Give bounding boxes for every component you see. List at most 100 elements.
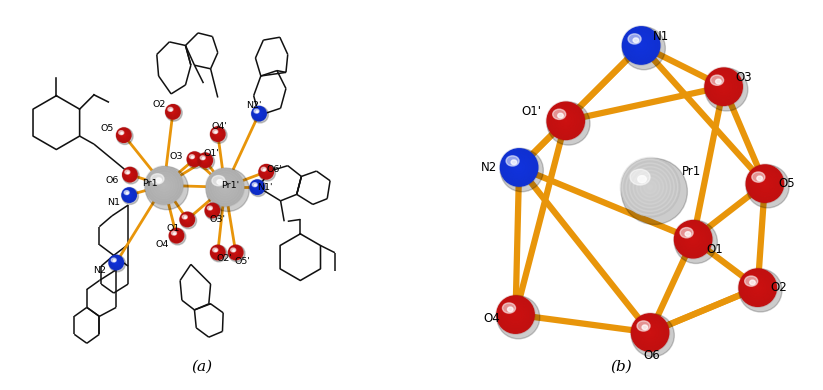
Ellipse shape [497, 296, 540, 339]
Ellipse shape [254, 109, 259, 113]
Ellipse shape [252, 183, 258, 187]
Ellipse shape [685, 232, 690, 236]
Ellipse shape [198, 153, 212, 167]
Ellipse shape [637, 321, 650, 331]
Ellipse shape [168, 107, 173, 111]
Text: O4: O4 [484, 312, 500, 324]
Ellipse shape [165, 105, 182, 121]
Ellipse shape [252, 106, 266, 121]
Ellipse shape [146, 167, 183, 204]
Ellipse shape [745, 276, 758, 286]
Ellipse shape [207, 206, 212, 210]
Ellipse shape [621, 158, 687, 225]
Text: O4': O4' [212, 122, 227, 131]
Ellipse shape [631, 314, 674, 357]
Text: O5: O5 [101, 124, 114, 133]
Ellipse shape [254, 184, 256, 186]
Ellipse shape [117, 128, 131, 142]
Text: O6: O6 [644, 349, 660, 362]
Ellipse shape [500, 149, 543, 192]
Ellipse shape [675, 221, 712, 258]
Text: O5: O5 [778, 177, 795, 190]
Ellipse shape [230, 248, 235, 252]
Ellipse shape [113, 260, 115, 261]
Ellipse shape [716, 79, 721, 84]
Text: O2: O2 [152, 100, 166, 109]
Ellipse shape [211, 127, 227, 144]
Text: Pr1: Pr1 [681, 165, 701, 177]
Ellipse shape [211, 127, 225, 141]
Ellipse shape [171, 231, 176, 235]
Ellipse shape [705, 68, 742, 105]
Text: O3': O3' [210, 215, 226, 224]
Text: O4: O4 [156, 240, 169, 249]
Text: N1': N1' [257, 183, 272, 192]
Text: N2': N2' [246, 101, 262, 110]
Ellipse shape [630, 169, 650, 185]
Ellipse shape [213, 129, 218, 133]
Ellipse shape [631, 314, 669, 351]
Ellipse shape [215, 250, 216, 252]
Ellipse shape [205, 203, 220, 218]
Ellipse shape [256, 111, 258, 113]
Ellipse shape [122, 188, 137, 202]
Ellipse shape [642, 325, 648, 330]
Text: O2: O2 [771, 281, 788, 294]
Text: O6: O6 [106, 176, 119, 184]
Text: Pr1: Pr1 [142, 179, 158, 188]
Ellipse shape [259, 165, 273, 179]
Ellipse shape [757, 176, 762, 181]
Ellipse shape [109, 255, 126, 272]
Text: O1': O1' [204, 149, 220, 158]
Ellipse shape [217, 180, 222, 184]
Ellipse shape [229, 245, 245, 262]
Ellipse shape [126, 192, 128, 194]
Ellipse shape [621, 158, 679, 216]
Text: (a): (a) [191, 360, 212, 374]
Ellipse shape [503, 303, 515, 313]
Ellipse shape [122, 188, 138, 204]
Text: O3: O3 [170, 152, 184, 161]
Ellipse shape [180, 212, 194, 227]
Ellipse shape [680, 228, 693, 238]
Ellipse shape [746, 165, 783, 202]
Ellipse shape [209, 207, 212, 209]
Ellipse shape [638, 176, 646, 183]
Ellipse shape [125, 170, 130, 174]
Ellipse shape [200, 156, 205, 160]
Ellipse shape [263, 169, 265, 171]
Text: O1': O1' [522, 105, 542, 118]
Text: O2': O2' [216, 254, 232, 264]
Text: Pr1': Pr1' [221, 181, 239, 190]
Ellipse shape [151, 174, 164, 184]
Ellipse shape [553, 109, 565, 119]
Ellipse shape [121, 132, 123, 134]
Ellipse shape [119, 131, 123, 135]
Ellipse shape [259, 165, 276, 181]
Text: N2: N2 [94, 266, 107, 275]
Ellipse shape [212, 176, 225, 186]
Text: O5': O5' [235, 257, 250, 266]
Ellipse shape [109, 255, 123, 270]
Ellipse shape [558, 113, 563, 118]
Ellipse shape [752, 172, 765, 182]
Ellipse shape [127, 172, 129, 174]
Ellipse shape [215, 131, 216, 133]
Text: O6': O6' [266, 165, 282, 174]
Ellipse shape [189, 155, 194, 159]
Ellipse shape [123, 167, 137, 182]
Text: O3: O3 [735, 71, 751, 84]
Ellipse shape [250, 180, 264, 194]
Text: N2: N2 [481, 161, 497, 174]
Ellipse shape [198, 153, 215, 170]
Ellipse shape [633, 38, 639, 43]
Ellipse shape [174, 233, 175, 234]
Ellipse shape [497, 296, 534, 333]
Ellipse shape [622, 27, 660, 64]
Ellipse shape [211, 245, 227, 262]
Ellipse shape [211, 245, 225, 260]
Ellipse shape [117, 128, 133, 145]
Text: N1: N1 [108, 198, 121, 207]
Ellipse shape [705, 68, 748, 111]
Ellipse shape [675, 221, 718, 264]
